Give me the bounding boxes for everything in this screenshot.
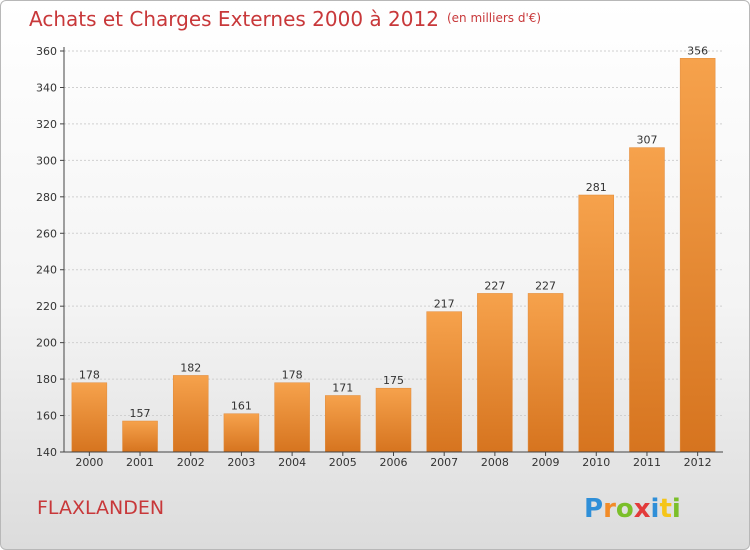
x-tick-label: 2011 [633,456,661,469]
data-label: 227 [535,279,556,292]
data-label: 281 [586,181,607,194]
x-tick-label: 2007 [430,456,458,469]
bar [375,387,412,453]
data-label: 157 [130,407,151,420]
x-tick-label: 2012 [684,456,712,469]
data-label: 171 [332,381,353,394]
bar [223,413,260,453]
svg-text:Proxiti: Proxiti [584,494,681,524]
y-tick-label: 300 [36,154,57,167]
x-tick-label: 2008 [481,456,509,469]
bar [172,375,209,453]
x-tick-label: 2005 [329,456,357,469]
bars [71,58,716,453]
bar [122,420,158,453]
proxiti-logo: Proxiti [584,494,681,524]
chart-title-unit: (en milliers d'€) [446,11,542,25]
y-tick-label: 140 [36,446,57,459]
chart-title: Achats et Charges Externes 2000 à 2012 (e… [29,7,541,31]
axes [60,47,723,456]
data-label: 217 [434,298,455,311]
x-tick-label: 2002 [177,456,205,469]
y-tick-label: 200 [36,337,57,350]
bar [477,293,513,453]
x-tick-label: 2003 [227,456,255,469]
y-tick-label: 280 [36,191,57,204]
bar [274,382,310,453]
bar [578,194,615,453]
data-label: 227 [484,279,505,292]
y-tick-label: 240 [36,264,57,277]
y-tick-label: 340 [36,81,57,94]
data-label: 175 [383,374,404,387]
bar [527,293,564,453]
x-tick-label: 2001 [126,456,154,469]
y-tick-label: 180 [36,373,57,386]
bar [426,311,462,453]
bar [71,382,108,453]
x-tick-label: 2006 [380,456,408,469]
location-name: FLAXLANDEN [37,497,165,519]
labels: 140 160 180 200 220 240 260 280 300 320 340 360 178 2… [36,44,712,469]
bar [679,58,716,453]
y-tick-label: 160 [36,410,57,423]
x-tick-label: 2000 [75,456,103,469]
data-label: 178 [79,369,100,382]
chart-title-main: Achats et Charges Externes 2000 à 2012 [29,7,439,31]
data-label: 178 [282,369,303,382]
x-tick-label: 2004 [278,456,306,469]
data-label: 161 [231,400,252,413]
y-tick-label: 220 [36,300,57,313]
y-tick-label: 260 [36,227,57,240]
data-label: 307 [636,134,657,147]
data-label: 356 [687,44,708,57]
grid-lines [64,50,723,417]
x-tick-label: 2009 [532,456,560,469]
y-tick-label: 320 [36,118,57,131]
y-tick-label: 360 [36,45,57,58]
x-tick-label: 2010 [582,456,610,469]
bar [325,395,361,453]
bar [629,147,665,453]
data-label: 182 [180,361,201,374]
